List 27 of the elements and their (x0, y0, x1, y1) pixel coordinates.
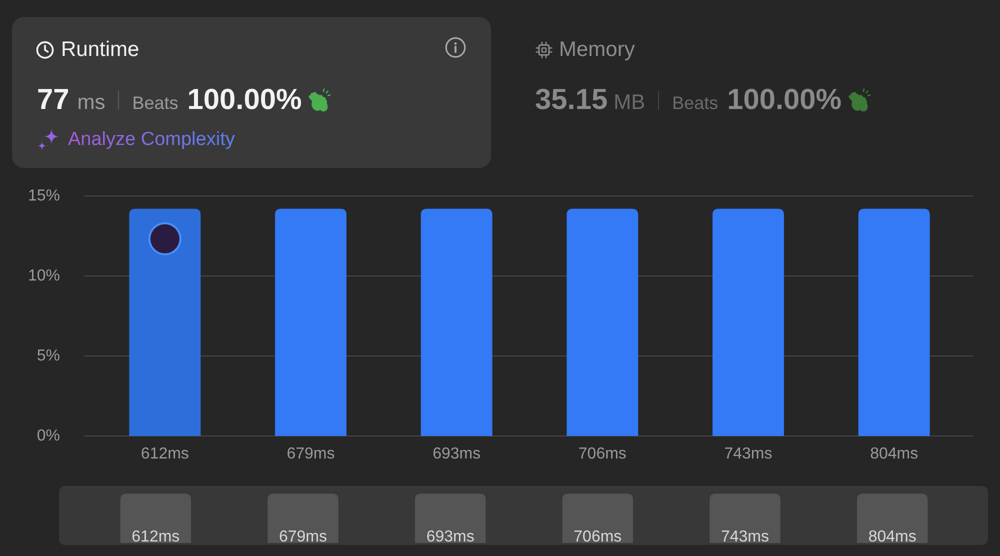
text: ms (77, 91, 106, 114)
x-tick-label: 679ms (278, 528, 328, 546)
x-tick-label: 743ms (720, 528, 770, 546)
text: Memory (559, 38, 635, 61)
x-tick-label: 693ms (426, 528, 474, 546)
x-tick-label: 743ms (724, 446, 772, 462)
x-tick-label: 804ms (868, 528, 916, 546)
y-tick-label: 0% (36, 428, 60, 444)
chart-title: Runtime (61, 38, 140, 61)
text: Beats (132, 93, 178, 113)
y-tick-label: 15% (28, 188, 60, 204)
y-tick-label: 10% (28, 268, 60, 284)
text: 77 (37, 84, 70, 116)
x-tick-label: 679ms (286, 446, 335, 462)
text: Beats (672, 93, 718, 113)
text: 100.00% (727, 84, 842, 116)
text: 35.15 (535, 84, 608, 116)
text: Analyze Complexity (68, 129, 236, 150)
text: MB (614, 91, 646, 114)
x-tick-label: 804ms (870, 446, 918, 462)
y-tick-label: 5% (36, 348, 60, 364)
x-tick-label: 706ms (578, 446, 626, 462)
x-tick-label: 612ms (132, 528, 180, 546)
x-tick-label: 612ms (140, 446, 189, 462)
text: 100.00% (187, 84, 302, 116)
x-tick-label: 693ms (432, 446, 481, 462)
x-tick-label: 706ms (574, 528, 622, 546)
